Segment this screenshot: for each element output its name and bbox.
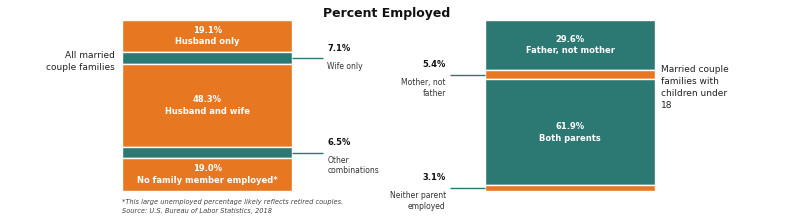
Text: 19.0%
No family member employed*: 19.0% No family member employed* [136,164,278,185]
Text: Mother, not
father: Mother, not father [402,78,446,98]
Text: Wife only: Wife only [327,62,363,71]
Bar [122,64,292,147]
Text: 7.1%: 7.1% [327,44,350,53]
Text: All married
couple families: All married couple families [46,51,114,72]
Text: 5.4%: 5.4% [422,60,446,69]
Text: 48.3%
Husband and wife: 48.3% Husband and wife [165,95,249,116]
Text: 29.6%
Father, not mother: 29.6% Father, not mother [525,35,615,55]
Text: Married couple
families with
children under
18: Married couple families with children un… [661,65,729,110]
Bar [122,20,292,52]
Bar [485,185,655,191]
Text: 61.9%
Both parents: 61.9% Both parents [539,122,601,143]
Bar [122,52,292,64]
Text: 6.5%: 6.5% [327,138,351,147]
Text: *This large unemployed percentage likely reflects retired couples.
Source: U.S. : *This large unemployed percentage likely… [122,199,343,214]
Text: 3.1%: 3.1% [423,173,446,182]
Text: 19.1%
Husband only: 19.1% Husband only [175,26,239,46]
Bar [122,158,292,191]
Bar [485,20,655,70]
Text: Other
combinations: Other combinations [327,156,380,175]
Text: Percent Employed: Percent Employed [323,7,451,19]
Bar [485,79,655,185]
Bar [485,70,655,79]
Text: Neither parent
employed: Neither parent employed [390,191,446,210]
Bar [122,147,292,158]
